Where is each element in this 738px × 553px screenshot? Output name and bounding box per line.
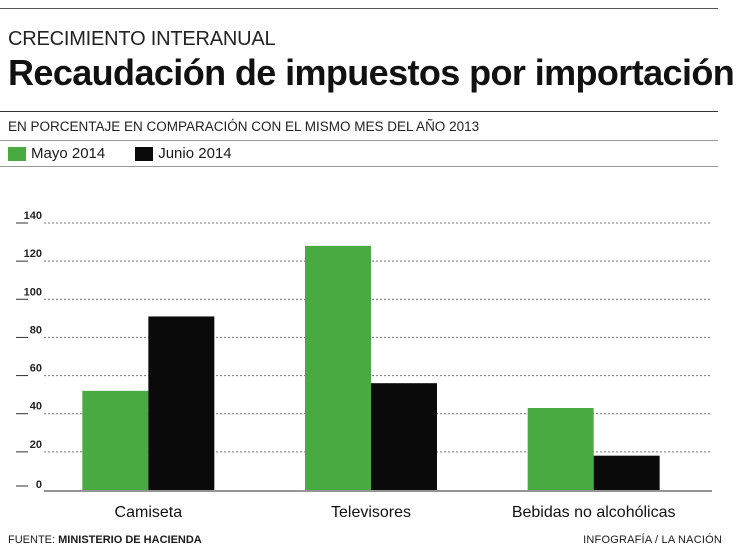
chart-kicker: CRECIMIENTO INTERANUAL [8, 28, 276, 50]
y-tick-label-40: 40 [30, 401, 42, 413]
bar-televisores-junio [371, 383, 437, 490]
legend: Mayo 2014 Junio 2014 [8, 145, 262, 162]
category-label-0: Camiseta [115, 504, 183, 521]
bar-camiseta-mayo [82, 390, 149, 490]
y-tick-label-120: 120 [24, 248, 42, 260]
y-tick-label-80: 80 [30, 324, 42, 336]
chart-subtitle: EN PORCENTAJE EN COMPARACIÓN CON EL MISM… [8, 119, 480, 134]
bar-televisores-mayo [305, 245, 371, 490]
credit-note: INFOGRAFÍA / LA NACIÓN [583, 534, 722, 546]
top-rule [0, 8, 718, 9]
source-label: FUENTE: [8, 534, 56, 546]
y-tick-label-140: 140 [24, 210, 42, 222]
subtitle-rule [0, 140, 718, 141]
legend-label-mayo: Mayo 2014 [31, 145, 106, 162]
bar-camiseta-junio [148, 316, 215, 490]
bar-chart: 0 20 40 60 80 100 120 140 Camiseta Televisores Beb… [16, 210, 712, 521]
chart-title: Recaudación de impuestos por importación [8, 52, 735, 93]
category-label-1: Televisores [331, 504, 411, 521]
legend-label-junio: Junio 2014 [158, 145, 232, 162]
bar-bebidas-no-alcohólicas-junio [593, 455, 660, 490]
y-tick-label-20: 20 [30, 439, 42, 451]
legend-swatch-mayo [8, 146, 26, 161]
y-tick-label-0: 0 [36, 479, 42, 491]
legend-swatch-junio [135, 146, 154, 161]
bar-bebidas-no-alcohólicas-mayo [527, 407, 594, 490]
y-tick-label-100: 100 [24, 286, 42, 298]
category-label-2: Bebidas no alcohólicas [512, 504, 676, 521]
legend-item-mayo: Mayo 2014 [8, 145, 105, 162]
title-rule [0, 111, 718, 112]
y-tick-label-60: 60 [30, 363, 42, 375]
source-name: MINISTERIO DE HACIENDA [58, 534, 202, 546]
legend-rule [0, 166, 718, 167]
legend-item-junio: Junio 2014 [135, 145, 232, 162]
source-note: FUENTE: MINISTERIO DE HACIENDA [8, 534, 202, 546]
